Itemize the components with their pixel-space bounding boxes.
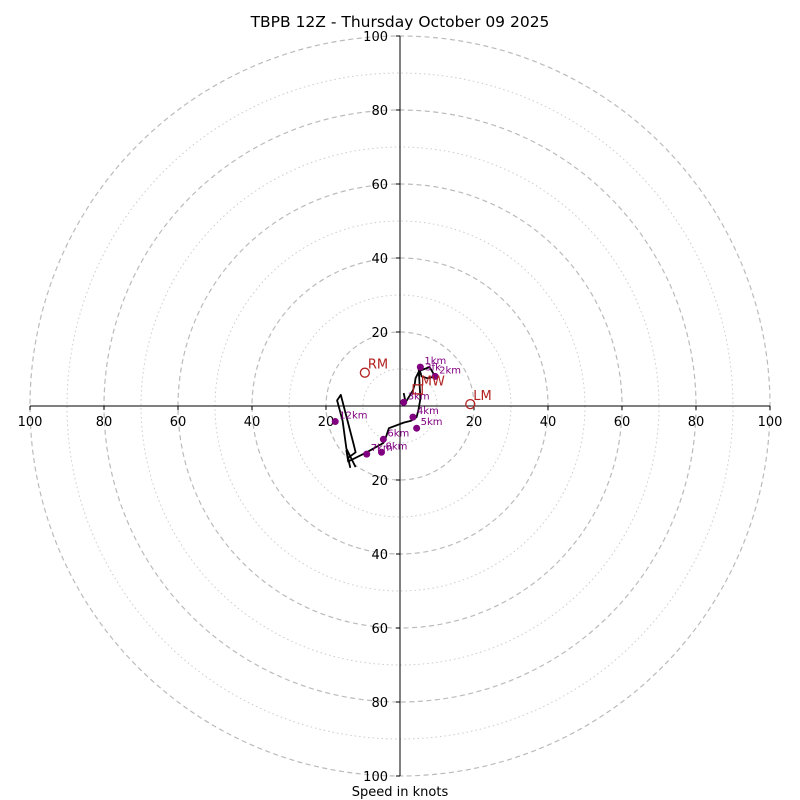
x-axis-label: Speed in knots (352, 785, 449, 800)
y-tick-label: 80 (371, 104, 388, 119)
height-point-7km (363, 450, 371, 458)
height-label-7km: 7km (371, 443, 393, 454)
3fk-label: 3fk (425, 363, 441, 374)
x-tick-label: 20 (466, 415, 483, 430)
axes (30, 36, 770, 776)
x-tick-label: 80 (96, 415, 113, 430)
height-point-3km (400, 398, 408, 406)
rm-marker (359, 367, 371, 378)
height-label-6km: 6km (387, 428, 409, 439)
height-point-2km (431, 372, 439, 380)
height-label-5km: 5km (421, 417, 443, 428)
wind-trace (336, 364, 437, 469)
y-tick-label: 100 (363, 770, 388, 785)
x-tick-label: 60 (614, 415, 631, 430)
tick-labels: 100 80 60 40 20 20 40 60 80 100 100 80 60 40 20 20 40 60 8… (18, 30, 783, 785)
height-label-4km: 4km (417, 406, 439, 417)
height-point-12km (331, 418, 339, 426)
wind-trace-line (336, 364, 437, 469)
y-tick-label: 100 (363, 30, 388, 45)
height-label-12km: 12km (339, 411, 367, 422)
x-tick-label: 20 (318, 415, 335, 430)
x-tick-label: 40 (244, 415, 261, 430)
y-tick-label: 60 (371, 178, 388, 193)
height-point-6km (379, 435, 387, 443)
height-point-4km (409, 413, 417, 421)
y-tick-label: 20 (371, 474, 388, 489)
height-label-8km: 8km (386, 441, 408, 452)
height-label-3km: 3km (408, 391, 430, 402)
y-tick-label: 60 (371, 622, 388, 637)
x-tick-label: 60 (170, 415, 187, 430)
y-tick-label: 40 (371, 548, 388, 563)
x-tick-label: 100 (758, 415, 783, 430)
lm-marker (465, 398, 476, 410)
lm-label: LM (473, 389, 491, 404)
y-tick-label: 80 (371, 696, 388, 711)
height-point-5km (413, 424, 421, 432)
height-label-2km: 2km (439, 365, 461, 376)
height-point-1km (416, 363, 424, 371)
height-label-1km: 1km (424, 356, 446, 367)
height-point-8km (378, 448, 385, 456)
x-tick-label: 80 (688, 415, 705, 430)
mw-label: MW (421, 374, 445, 389)
rm-label: RM (368, 358, 388, 373)
y-tick-label: 40 (371, 252, 388, 267)
chart-title: TBPB 12Z - Thursday October 09 2025 (250, 13, 550, 31)
x-tick-label: 40 (540, 415, 557, 430)
x-tick-label: 100 (18, 415, 43, 430)
y-tick-label: 20 (371, 326, 388, 341)
mw-marker (412, 384, 423, 395)
